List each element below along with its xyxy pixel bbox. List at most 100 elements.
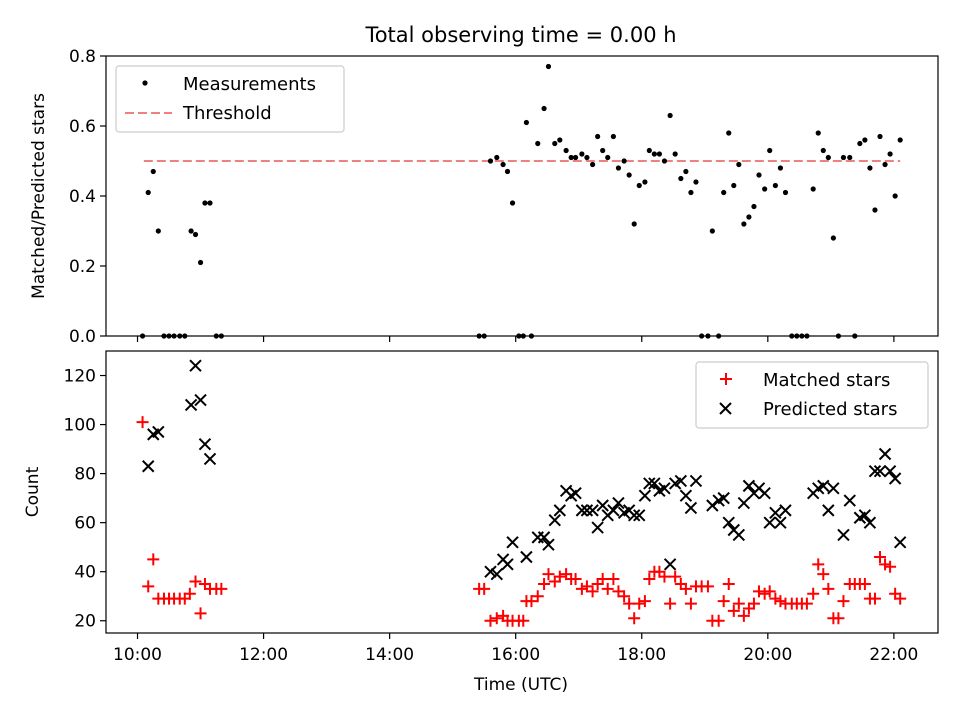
measurements-series bbox=[139, 63, 903, 339]
legend-threshold-label: Threshold bbox=[182, 103, 272, 124]
measurement-point bbox=[572, 154, 579, 161]
x-tick-label: 16:00 bbox=[491, 645, 540, 665]
measurement-point bbox=[589, 161, 596, 168]
legend-measurements-marker bbox=[142, 80, 148, 86]
bottom-y-tick-label: 80 bbox=[74, 465, 96, 485]
measurement-point bbox=[699, 333, 705, 339]
measurement-point bbox=[877, 133, 883, 140]
predicted-star-point bbox=[717, 491, 730, 505]
matched-star-point bbox=[147, 553, 160, 566]
predicted-star-point bbox=[520, 550, 533, 564]
measurement-point bbox=[892, 193, 898, 199]
legend-matched-marker bbox=[720, 373, 732, 385]
predicted-star-point bbox=[612, 496, 625, 510]
top-y-tick-label: 0.0 bbox=[69, 327, 96, 347]
measurement-point bbox=[615, 165, 622, 171]
measurement-point bbox=[139, 333, 146, 339]
measurement-point bbox=[213, 333, 219, 339]
measurement-point bbox=[772, 182, 778, 189]
measurement-point bbox=[810, 186, 816, 192]
measurement-point bbox=[197, 259, 204, 266]
measurement-point bbox=[882, 161, 888, 168]
measurement-point bbox=[600, 147, 606, 154]
measurement-point bbox=[545, 63, 552, 70]
matched-star-point bbox=[858, 577, 871, 590]
x-tick-label: 18:00 bbox=[617, 645, 666, 665]
measurement-point bbox=[731, 182, 737, 189]
predicted-star-point bbox=[822, 504, 835, 517]
measurement-point bbox=[202, 200, 208, 206]
matched-star-point bbox=[807, 587, 820, 600]
measurement-point bbox=[520, 333, 526, 339]
predicted-star-point bbox=[658, 482, 671, 495]
measurement-point bbox=[847, 154, 853, 161]
matched-star-point bbox=[601, 582, 614, 595]
measurement-point bbox=[825, 154, 831, 161]
matched-star-point bbox=[586, 585, 599, 598]
predicted-star-point bbox=[484, 565, 497, 578]
predicted-star-point bbox=[732, 528, 746, 542]
predicted-star-point bbox=[501, 558, 514, 571]
matched-star-point bbox=[874, 550, 887, 563]
matched-star-point bbox=[758, 587, 771, 600]
matched-star-point bbox=[136, 416, 149, 429]
matched-star-point bbox=[684, 597, 697, 610]
measurement-point bbox=[867, 165, 873, 171]
predicted-star-point bbox=[591, 521, 604, 534]
measurement-point bbox=[799, 333, 805, 339]
matched-star-point bbox=[484, 614, 497, 627]
measurement-point bbox=[857, 140, 863, 147]
matched-star-point bbox=[623, 597, 636, 610]
predicted-star-point bbox=[873, 464, 887, 478]
measurement-point bbox=[494, 154, 500, 161]
top-legend-box bbox=[115, 65, 345, 133]
legend-predicted-label: Predicted stars bbox=[763, 399, 897, 420]
predicted-star-point bbox=[643, 477, 656, 490]
matched-stars-series bbox=[136, 416, 907, 627]
predicted-star-point bbox=[203, 452, 217, 466]
x-tick-label: 22:00 bbox=[869, 645, 918, 665]
matched-star-point bbox=[817, 568, 830, 581]
bottom-plot-frame bbox=[105, 350, 939, 634]
measurement-point bbox=[188, 228, 194, 234]
measurement-point bbox=[840, 154, 847, 161]
measurement-point bbox=[487, 158, 494, 164]
predicted-star-point bbox=[883, 464, 897, 478]
predicted-star-point bbox=[506, 536, 519, 549]
measurement-point bbox=[646, 147, 652, 154]
measurement-point bbox=[693, 179, 699, 185]
measurement-point bbox=[595, 133, 601, 140]
predicted-star-point bbox=[817, 479, 830, 493]
predicted-star-point bbox=[633, 509, 646, 522]
measurement-point bbox=[762, 186, 768, 192]
predicted-star-point bbox=[763, 516, 776, 529]
measurement-point bbox=[636, 182, 642, 189]
predicted-star-point bbox=[674, 474, 688, 488]
measurement-point bbox=[887, 151, 893, 157]
measurement-point bbox=[651, 151, 657, 157]
measurement-point bbox=[145, 189, 151, 196]
predicted-star-point bbox=[490, 567, 503, 581]
predicted-star-point bbox=[858, 509, 872, 522]
predicted-star-point bbox=[596, 499, 609, 512]
matched-star-point bbox=[737, 609, 750, 622]
measurement-point bbox=[552, 140, 558, 147]
matched-star-point bbox=[643, 573, 656, 586]
predicted-star-point bbox=[548, 513, 561, 527]
matched-star-point bbox=[712, 614, 725, 627]
predicted-star-point bbox=[194, 393, 207, 407]
matched-star-point bbox=[215, 582, 228, 595]
measurement-point bbox=[820, 147, 826, 154]
matched-star-point bbox=[701, 580, 714, 593]
measurement-point bbox=[656, 151, 663, 157]
measurement-point bbox=[557, 137, 563, 143]
measurement-point bbox=[500, 161, 506, 168]
matched-star-point bbox=[542, 568, 555, 581]
predicted-star-point bbox=[142, 460, 155, 473]
bottom-y-tick-label: 120 bbox=[64, 367, 96, 387]
matched-star-point bbox=[832, 612, 845, 625]
matched-star-point bbox=[553, 570, 566, 583]
matched-star-point bbox=[727, 604, 740, 617]
measurement-point bbox=[709, 228, 715, 234]
measurement-point bbox=[218, 333, 224, 339]
